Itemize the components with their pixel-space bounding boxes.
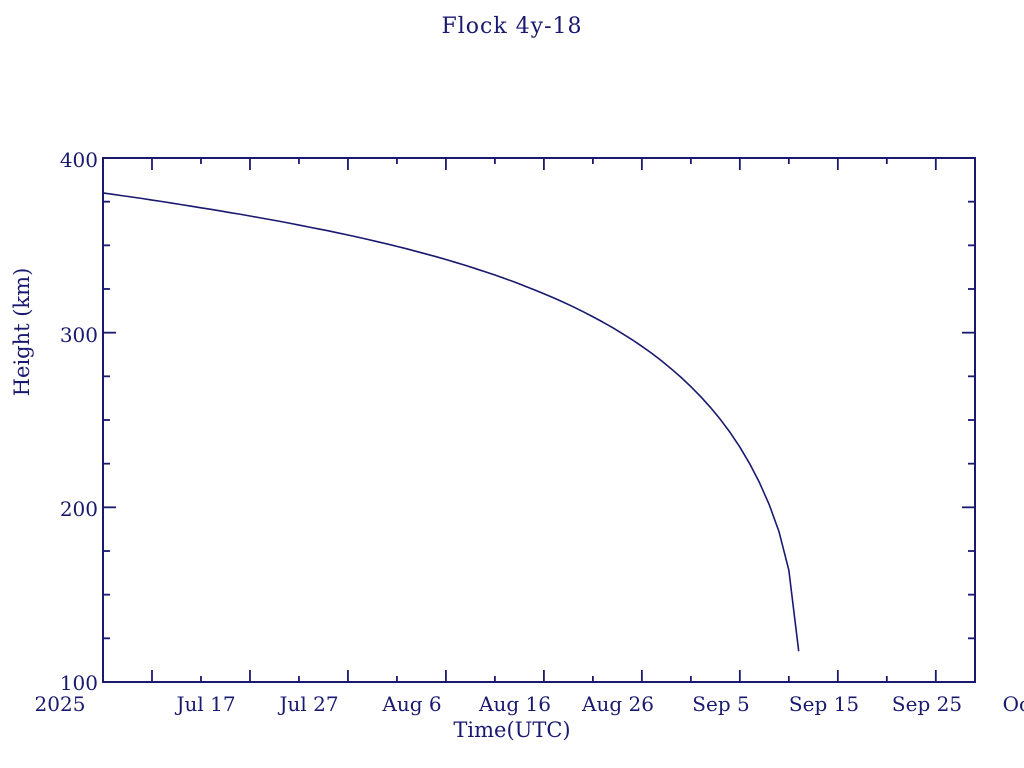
x-tick-label-sep-25: Sep 25 <box>891 692 963 716</box>
x-tick-label-sep-15: Sep 15 <box>788 692 860 716</box>
height-decay-curve <box>102 192 800 652</box>
y-tick-label-400: 400 <box>59 148 98 172</box>
axis-frame <box>102 157 976 683</box>
y-tick-label-100: 100 <box>59 671 98 695</box>
x-tick-label-sep-5: Sep 5 <box>692 692 750 716</box>
x-tick-label-jul-17: Jul 17 <box>176 692 236 716</box>
x-tick-label-oct-5: Oct 5 <box>1002 692 1024 716</box>
y-tick-label-300: 300 <box>59 323 98 347</box>
x-tick-label-aug-6: Aug 6 <box>382 692 442 716</box>
chart-title: Flock 4y-18 <box>441 14 583 39</box>
x-tick-label-aug-26: Aug 26 <box>582 692 654 716</box>
x-tick-label-aug-16: Aug 16 <box>479 692 551 716</box>
y-tick-label-200: 200 <box>59 497 98 521</box>
x-axis-label: Time(UTC) <box>453 718 571 742</box>
x-tick-label-jul-27: Jul 27 <box>279 692 339 716</box>
axis-ticks <box>102 157 975 683</box>
x-axis-year-label: 2025 <box>34 692 86 716</box>
